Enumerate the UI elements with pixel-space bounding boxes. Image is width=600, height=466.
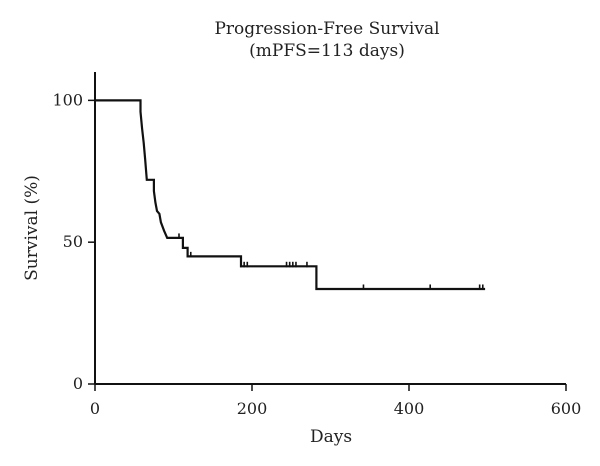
chart-title: Progression-Free Survival: [214, 19, 439, 39]
y-tick-label: 100: [52, 90, 83, 109]
x-axis-label: Days: [310, 427, 352, 447]
x-axis-ticks: 0 200 400 600: [90, 384, 581, 418]
x-tick-label: 400: [394, 399, 425, 418]
x-tick-label: 600: [551, 399, 582, 418]
chart-subtitle: (mPFS=113 days): [249, 41, 405, 61]
x-tick-label: 0: [90, 399, 100, 418]
y-tick-label: 0: [73, 374, 83, 393]
survival-curve: [95, 99, 486, 291]
y-tick-label: 50: [63, 232, 83, 251]
plot-area: [95, 99, 486, 291]
y-axis-ticks: 0 50 100: [52, 90, 95, 393]
y-axis-label: Survival (%): [22, 175, 42, 281]
x-tick-label: 200: [237, 399, 268, 418]
